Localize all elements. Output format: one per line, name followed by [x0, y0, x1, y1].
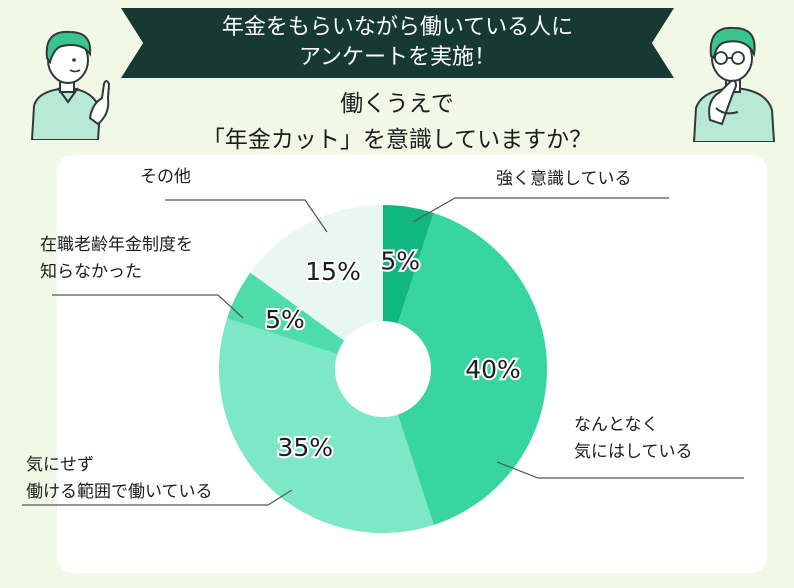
banner-line-2: アンケートを実施！: [298, 45, 497, 70]
banner-line-1: 年金をもらいながら働いている人に: [221, 15, 574, 40]
label-unaware-line-1: 在職老齢年金制度を: [40, 235, 193, 255]
leader-line-somewhat: [496, 461, 744, 479]
pie-value-label-within-range: 35%: [277, 433, 333, 462]
label-strong-line-1: 強く意識している: [496, 169, 632, 189]
question-line-1: 働くうえで: [340, 91, 454, 117]
label-within-range-line-2: 働ける範囲で働いている: [26, 482, 213, 502]
person-pointing-illustration: [30, 30, 111, 140]
pie-slice-somewhat: [383, 213, 547, 525]
pie-value-label-strong: 5%: [380, 246, 420, 275]
leader-line-unaware: [52, 294, 244, 319]
pie-slice-other: [250, 205, 383, 369]
label-unaware: 在職老齢年金制度を 知らなかった: [40, 232, 193, 286]
label-within-range: 気にせず 働ける範囲で働いている: [26, 452, 213, 506]
leader-line-other: [165, 199, 328, 233]
leader-line-strong: [412, 197, 669, 223]
person-thinking-illustration: [692, 26, 776, 142]
pie-value-label-unaware: 5%: [265, 305, 305, 334]
question-line-2: 「年金カット」を意識していますか？: [201, 127, 593, 153]
label-somewhat: なんとなく 気にはしている: [574, 412, 693, 466]
pie-value-label-somewhat: 40%: [465, 355, 521, 384]
leader-line-within-range: [22, 489, 293, 506]
label-unaware-line-2: 知らなかった: [40, 262, 142, 282]
title-banner: 年金をもらいながら働いている人に アンケートを実施！: [121, 8, 674, 78]
label-somewhat-line-2: 気にはしている: [574, 442, 693, 462]
label-strong: 強く意識している: [496, 166, 632, 193]
label-somewhat-line-1: なんとなく: [574, 415, 659, 435]
donut-hole: [335, 321, 431, 417]
label-other: その他: [140, 164, 191, 191]
label-within-range-line-1: 気にせず: [26, 455, 94, 475]
pie-value-label-other: 15%: [305, 257, 361, 286]
label-other-line-1: その他: [140, 167, 191, 187]
